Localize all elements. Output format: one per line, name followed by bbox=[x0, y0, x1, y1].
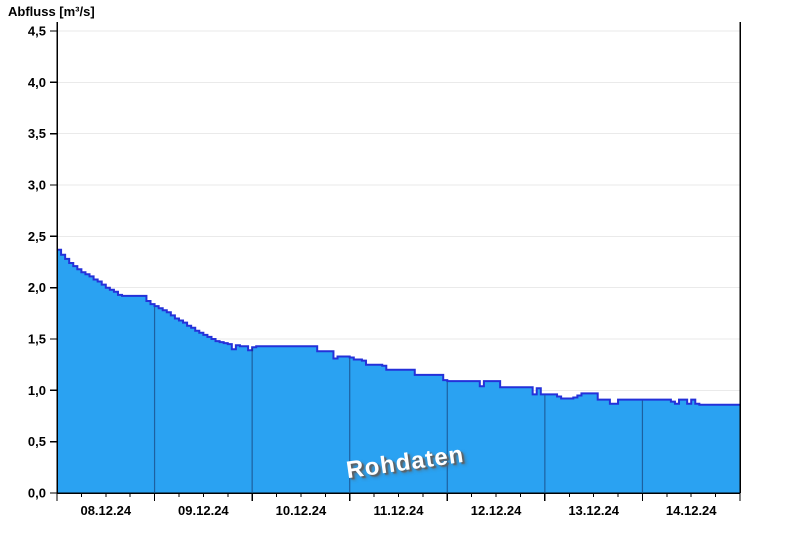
chart-title: Abfluss [m³/s] bbox=[8, 4, 95, 19]
x-day-label: 12.12.24 bbox=[471, 503, 522, 518]
x-axis: 08.12.24 09.12.24 10.12.24 11.12.24 12.12.24… bbox=[56, 493, 741, 518]
day-boundary-lines bbox=[153, 307, 644, 492]
y-tick-label: 1,0 bbox=[28, 383, 46, 398]
y-tick-label: 0,0 bbox=[28, 486, 46, 501]
x-day-label: 10.12.24 bbox=[276, 503, 327, 518]
x-day-label: 13.12.24 bbox=[568, 503, 619, 518]
y-axis: 0,0 0,5 1,0 1,5 2,0 2,5 3,0 3,5 4,0 4,5 bbox=[28, 24, 57, 501]
x-day-label: 11.12.24 bbox=[374, 503, 425, 518]
y-tick-label: 4,5 bbox=[28, 24, 46, 39]
y-tick-label: 4,0 bbox=[28, 75, 46, 90]
y-tick-label: 0,5 bbox=[28, 434, 46, 449]
x-day-label: 14.12.24 bbox=[666, 503, 717, 518]
y-tick-label: 2,0 bbox=[28, 280, 46, 295]
area-series bbox=[57, 248, 740, 493]
y-tick-label: 3,0 bbox=[28, 178, 46, 193]
x-day-label: 09.12.24 bbox=[178, 503, 229, 518]
x-day-label: 08.12.24 bbox=[80, 503, 131, 518]
y-tick-label: 3,5 bbox=[28, 126, 46, 141]
y-tick-label: 2,5 bbox=[28, 229, 46, 244]
y-tick-label: 1,5 bbox=[28, 332, 46, 347]
